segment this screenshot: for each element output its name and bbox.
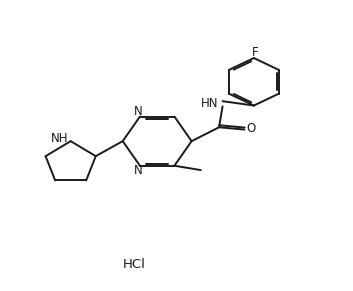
Text: N: N: [134, 164, 143, 178]
Text: NH: NH: [51, 132, 68, 145]
Text: HN: HN: [201, 97, 218, 110]
Text: HCl: HCl: [123, 258, 146, 271]
Text: O: O: [246, 123, 255, 136]
Text: N: N: [134, 105, 143, 118]
Text: F: F: [252, 46, 259, 59]
